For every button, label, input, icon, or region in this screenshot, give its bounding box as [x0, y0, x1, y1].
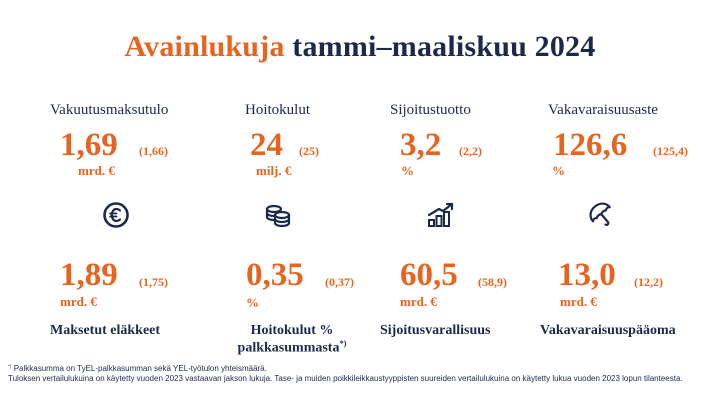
footnote-ref: *): [339, 339, 347, 349]
kpi-label-solvency-capital: Vakavaraisuuspääoma: [540, 323, 676, 338]
kpi-unit-expenses: milj. €: [256, 163, 292, 178]
label-line2: palkkasummasta: [237, 340, 340, 356]
footnote-1: *) Palkkasumma on TyEL-palkkasumman sekä…: [8, 364, 708, 374]
page-title: Avainlukuja tammi–maaliskuu 2024: [0, 30, 720, 64]
kpi-value-pensions: 1,89: [60, 257, 118, 293]
kpi-unit-investments: mrd. €: [400, 294, 437, 309]
kpi-label-return: Sijoitustuotto: [390, 102, 471, 118]
kpi-comparison-expenses: (25): [299, 144, 319, 158]
kpi-comparison-pensions: (1,75): [139, 275, 168, 289]
kpi-value-solvency-ratio: 126,6: [553, 127, 628, 163]
kpi-comparison-investments: (58,9): [478, 275, 507, 289]
kpi-label-premiums: Vakuutusmaksutulo: [50, 102, 169, 118]
kpi-value-expenses: 24: [250, 127, 283, 163]
footnote-1-text: Palkkasumma on TyEL-palkkasumman sekä YE…: [11, 364, 267, 373]
footnote-marker: *): [8, 364, 12, 370]
growth-chart-icon: [426, 200, 456, 230]
umbrella-icon: [587, 200, 617, 230]
kpi-value-premiums: 1,69: [60, 127, 118, 163]
euro-icon: [101, 200, 131, 230]
kpi-comparison-return: (2,2): [459, 144, 482, 158]
kpi-comparison-solvency-capital: (12,2): [634, 275, 663, 289]
kpi-label-pensions: Maksetut eläkkeet: [50, 323, 161, 338]
kpi-label-investments: Sijoitusvarallisuus: [380, 323, 491, 338]
title-accent: Avainlukuja: [124, 30, 285, 63]
kpi-comparison-solvency-ratio: (125,4): [653, 144, 688, 158]
footnote-2: Tuloksen vertailulukuina on käytetty vuo…: [8, 373, 683, 383]
coins-icon: [263, 200, 293, 230]
kpi-label-expenses: Hoitokulut: [245, 102, 311, 118]
footnotes: *) Palkkasumma on TyEL-palkkasumman sekä…: [8, 364, 708, 383]
kpi-comparison-premiums: (1,66): [139, 144, 168, 158]
label-line1: Hoitokulut %: [250, 323, 334, 338]
kpi-value-solvency-capital: 13,0: [558, 257, 616, 293]
kpi-label-solvency-ratio: Vakavaraisuusaste: [548, 102, 658, 118]
kpi-comparison-expense-ratio: (0,37): [325, 275, 354, 289]
kpi-unit-pensions: mrd. €: [60, 294, 97, 309]
kpi-unit-solvency-capital: mrd. €: [560, 294, 597, 309]
kpi-unit-premiums: mrd. €: [78, 163, 115, 178]
kpi-unit-expense-ratio: %: [246, 295, 259, 310]
kpi-value-expense-ratio: 0,35: [246, 257, 304, 293]
kpi-value-investments: 60,5: [400, 257, 458, 293]
kpi-unit-return: %: [401, 163, 414, 178]
kpi-value-return: 3,2: [400, 127, 442, 163]
title-rest: tammi–maaliskuu 2024: [292, 30, 596, 63]
kpi-label-expense-ratio: Hoitokulut % palkkasummasta*): [222, 323, 362, 357]
kpi-unit-solvency-ratio: %: [552, 163, 565, 178]
